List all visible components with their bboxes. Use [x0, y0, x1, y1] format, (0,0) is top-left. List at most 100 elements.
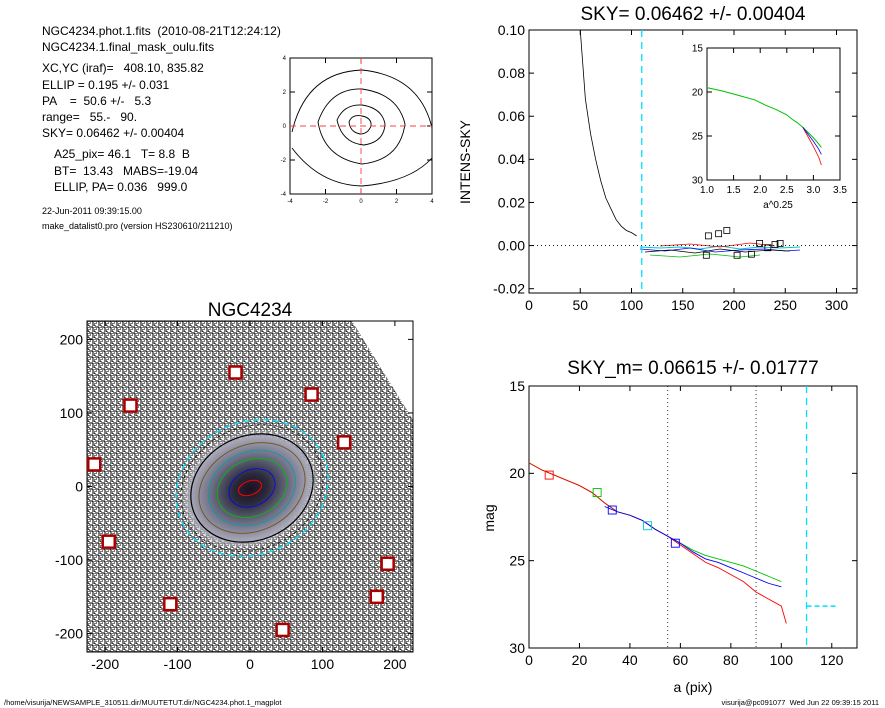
header-line-10: ELLIP, PA= 0.036 999.0: [54, 180, 188, 194]
mask-box: [275, 622, 290, 638]
x-tick-label: 120: [820, 652, 844, 668]
sky-ylabel: INTENS-SKY: [457, 119, 473, 204]
y-tick-label: 20: [692, 88, 704, 99]
image-title: NGC4234: [208, 300, 293, 321]
x-tick-label: 50: [572, 297, 588, 313]
sky-title: SKY= 0.06462 +/- 0.00404: [580, 4, 805, 25]
x-tick-label: 100: [770, 652, 794, 668]
image-panel: -200 -100 0 100 200 -200 -100 0 100 200: [55, 320, 414, 672]
x-tick-label: 300: [825, 297, 849, 313]
inset-profile-red: [802, 127, 822, 166]
sky-noise-profiles: [639, 242, 801, 258]
mag-profile-blue: [604, 506, 782, 588]
footer-user: visurija@pc091077 Wed Jun 22 09:39:15 20…: [721, 698, 879, 707]
sky-point-box: [723, 227, 731, 234]
sky-point-box: [704, 232, 712, 240]
y-tick-label: 0.04: [498, 151, 525, 167]
header-line-9: BT= 13.43 MABS=-19.04: [54, 164, 199, 178]
y-tick-label: 200: [60, 331, 84, 347]
mask-box: [101, 534, 116, 549]
x-tick-label: -200: [91, 656, 119, 672]
mag-title: SKY_m= 0.06615 +/- 0.01777: [567, 358, 818, 379]
mask-box: [304, 387, 319, 402]
y-tick-label: 25: [692, 132, 704, 143]
mag-xlabel: a (pix): [674, 679, 713, 695]
inset-profile-green: [706, 87, 822, 148]
x-tick-label: 2.5: [780, 185, 794, 196]
x-tick-label: -2: [323, 199, 329, 205]
header-line-6: range= 55.- 90.: [42, 110, 138, 124]
sky-point-box: [771, 241, 779, 248]
x-tick-label: 4: [430, 199, 434, 205]
x-tick-label: 250: [774, 297, 798, 313]
header-line-3: XC,YC (iraf)= 408.10, 835.82: [42, 61, 204, 75]
x-tick-label: 40: [622, 652, 638, 668]
mask-box: [380, 556, 395, 571]
x-tick-label: 0: [525, 652, 533, 668]
x-tick-label: 80: [723, 652, 739, 668]
y-tick-label: 30: [509, 640, 525, 656]
x-tick-label: 2: [395, 199, 399, 205]
y-tick-label: 2: [283, 90, 287, 96]
sky-point-box: [702, 251, 710, 259]
mag-point-box: [544, 470, 554, 480]
header-line-7: SKY= 0.06462 +/- 0.00404: [42, 126, 185, 140]
x-tick-label: 1.5: [727, 185, 741, 196]
mag-frame: [528, 385, 858, 649]
y-tick-label: 25: [509, 553, 525, 569]
header-line-2: NGC4234.1.final_mask_oulu.fits: [42, 40, 215, 54]
x-tick-label: 2.0: [753, 185, 767, 196]
footer-path: /home/visurija/NEWSAMPLE_310511.dir/MUUT…: [4, 698, 282, 707]
y-tick-label: 15: [692, 44, 704, 55]
x-tick-label: 20: [572, 652, 588, 668]
mag-point-box: [670, 538, 680, 548]
inset-axes: 1.0 1.5 2.0 2.5 3.0 3.5 15 20 25 30: [692, 44, 848, 197]
x-tick-label: 1.0: [700, 185, 714, 196]
sky-frame: [528, 29, 858, 294]
y-tick-label: 20: [509, 465, 525, 481]
header-program: make_datalist0.pro (version HS230610/211…: [42, 221, 233, 231]
mag-point-box: [607, 505, 617, 515]
outer-ellipse-fit: [190, 433, 314, 543]
y-tick-label: -100: [55, 552, 83, 568]
sky-point-box: [756, 240, 764, 247]
mask-box: [163, 596, 178, 612]
mask-box: [86, 457, 102, 472]
sky-point-box: [748, 250, 755, 258]
y-tick-label: 30: [692, 176, 704, 187]
header-line-1: NGC4234.phot.1.fits (2010-08-21T12:24:12…: [42, 24, 281, 38]
x-tick-label: 200: [722, 297, 746, 313]
mask-box: [369, 589, 385, 605]
x-tick-label: 3.0: [806, 185, 820, 196]
sky-point-box: [715, 230, 723, 238]
sky-ellipse: [175, 419, 329, 557]
y-tick-label: 0: [283, 124, 287, 130]
x-tick-label: 0: [246, 656, 254, 672]
y-tick-label: -0.02: [493, 281, 525, 297]
x-tick-label: -4: [287, 199, 293, 205]
sky-point-box: [776, 240, 784, 247]
x-tick-label: 200: [383, 656, 407, 672]
x-tick-label: 3.5: [833, 185, 847, 196]
x-tick-label: 60: [673, 652, 689, 668]
header-date: 22-Jun-2011 09:39:15.00: [42, 206, 142, 216]
inset-profile-blue: [802, 126, 822, 155]
mask-box: [123, 398, 138, 413]
x-tick-label: 100: [620, 297, 644, 313]
x-tick-label: 0: [359, 199, 363, 205]
x-tick-label: -100: [164, 656, 192, 672]
mag-point-box: [643, 521, 653, 531]
mag-ylabel: mag: [481, 504, 497, 531]
x-tick-label: 100: [311, 656, 335, 672]
y-tick-label: 0.02: [498, 194, 525, 210]
y-tick-label: 4: [283, 56, 287, 62]
y-tick-label: 0.06: [498, 108, 525, 124]
mag-profile-red: [528, 462, 787, 624]
sky-profile-line: [579, 29, 637, 237]
mask-box: [336, 435, 352, 450]
y-tick-label: 0.10: [498, 22, 525, 38]
sky-point-box: [733, 251, 741, 259]
mask-box: [228, 365, 243, 380]
x-tick-label: 0: [525, 297, 533, 313]
y-tick-label: -200: [55, 626, 83, 642]
